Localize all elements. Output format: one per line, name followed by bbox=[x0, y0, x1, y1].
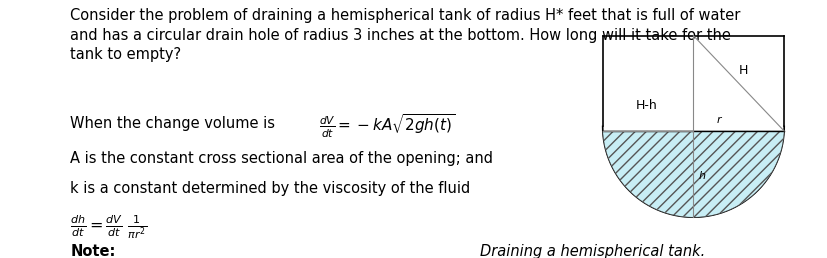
Text: Consider the problem of draining a hemispherical tank of radius H* feet that is : Consider the problem of draining a hemis… bbox=[70, 8, 740, 62]
Text: $\frac{dh}{dt} = \frac{dV}{dt}\ \frac{1}{\pi r^2}$: $\frac{dh}{dt} = \frac{dV}{dt}\ \frac{1}… bbox=[70, 213, 147, 240]
Text: h: h bbox=[698, 171, 705, 181]
Text: Draining a hemispherical tank.: Draining a hemispherical tank. bbox=[480, 244, 705, 258]
Text: A is the constant cross sectional area of the opening; and: A is the constant cross sectional area o… bbox=[70, 151, 493, 166]
Text: r: r bbox=[715, 115, 720, 125]
Polygon shape bbox=[602, 131, 783, 217]
Text: H-h: H-h bbox=[634, 100, 657, 112]
Text: k is a constant determined by the viscosity of the fluid: k is a constant determined by the viscos… bbox=[70, 181, 470, 196]
Text: H: H bbox=[738, 64, 747, 77]
Text: $\frac{dV}{dt} = -kA\sqrt{2gh(t)}$: $\frac{dV}{dt} = -kA\sqrt{2gh(t)}$ bbox=[318, 112, 455, 140]
Text: Note:: Note: bbox=[70, 244, 116, 258]
Text: When the change volume is: When the change volume is bbox=[70, 116, 284, 131]
